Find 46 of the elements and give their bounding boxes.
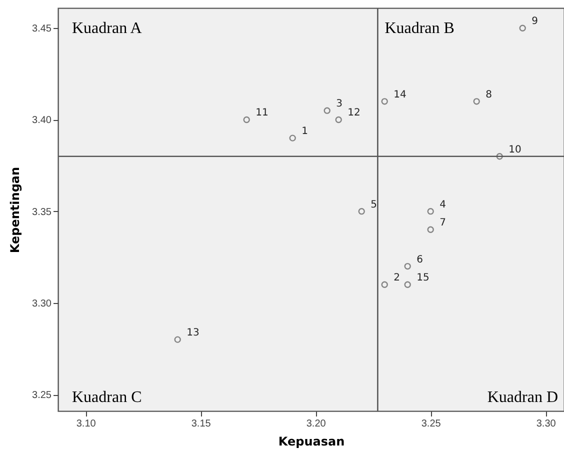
annotation: 9 xyxy=(532,16,538,28)
point xyxy=(243,116,250,124)
x-tick-label: 3.20 xyxy=(306,418,326,430)
annotation: Kuadran A xyxy=(72,20,142,37)
y-tick-label: 3.25 xyxy=(32,390,52,402)
point xyxy=(496,153,503,160)
y-tick-label: 3.45 xyxy=(32,24,52,35)
point xyxy=(427,226,434,233)
annotation: 2 xyxy=(394,272,400,284)
point xyxy=(473,98,480,105)
annotation: 10 xyxy=(508,144,522,156)
y-tick-label: 3.40 xyxy=(32,115,52,126)
annotation: 5 xyxy=(370,199,377,210)
annotation: 4 xyxy=(440,199,446,210)
annotation: 3 xyxy=(336,98,342,110)
annotation: 6 xyxy=(416,254,423,266)
annotation: 7 xyxy=(440,218,446,229)
x-tick-label: 3.15 xyxy=(191,418,212,430)
annotation: Kuadran D xyxy=(487,389,558,406)
annotation: 11 xyxy=(256,108,268,119)
point xyxy=(427,208,434,215)
y-axis-title: Kepentingan xyxy=(8,166,22,254)
point xyxy=(358,208,365,215)
point xyxy=(404,281,411,288)
x-tick-label: 3.25 xyxy=(421,418,442,430)
annotation: 14 xyxy=(394,89,406,100)
point xyxy=(404,262,411,270)
point xyxy=(174,336,181,343)
point xyxy=(289,134,296,142)
annotation: 8 xyxy=(486,89,492,100)
annotation: 13 xyxy=(186,328,200,339)
y-tick-label: 3.30 xyxy=(32,298,52,310)
x-tick-label: 3.10 xyxy=(76,418,96,430)
point xyxy=(519,24,526,32)
point xyxy=(381,281,388,288)
x-axis-title: Kepuasan xyxy=(278,434,345,448)
annotation: 12 xyxy=(348,108,360,119)
annotation: Kuadran C xyxy=(72,389,142,406)
point xyxy=(324,107,330,114)
y-tick-label: 3.35 xyxy=(32,206,52,218)
x-tick-label: 3.30 xyxy=(536,418,556,430)
annotation: 1 xyxy=(302,126,308,138)
annotation: 15 xyxy=(416,272,430,284)
point xyxy=(381,98,388,105)
annotation: Kuadran B xyxy=(384,20,454,37)
point xyxy=(335,116,342,124)
